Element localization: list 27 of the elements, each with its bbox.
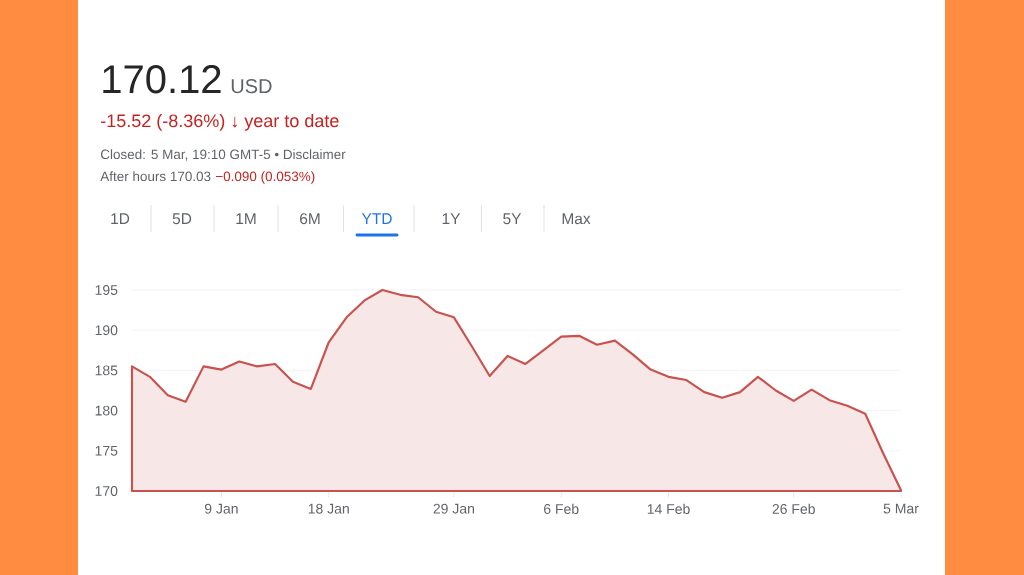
text: 6M bbox=[300, 213, 320, 225]
x-tick-label: 5 Mar bbox=[883, 503, 919, 514]
x-tick-label: 14 Feb bbox=[647, 503, 690, 514]
text: Closed: 5 Mar, 19:10 GMT-5 • Disclaimer bbox=[100, 149, 346, 161]
y-tick-label: 170 bbox=[95, 486, 118, 496]
x-tick-label: 18 Jan bbox=[308, 503, 349, 514]
x-tick-label: 9 Jan bbox=[204, 503, 238, 514]
text: 1M bbox=[236, 213, 256, 224]
x-tick-label: 29 Jan bbox=[433, 503, 475, 514]
x-tick-label: 6 Feb bbox=[544, 503, 579, 514]
text: 5D bbox=[172, 213, 192, 225]
text: Max bbox=[562, 213, 591, 225]
text: 1D bbox=[111, 213, 130, 224]
y-tick-label: 190 bbox=[95, 325, 118, 336]
text: YTD bbox=[361, 213, 392, 224]
text: USD bbox=[231, 79, 272, 94]
y-tick-label: 185 bbox=[95, 365, 118, 376]
y-tick-label: 195 bbox=[95, 285, 118, 295]
chart-subtitle: -15.52 (-8.36%) ↓ year to date bbox=[101, 113, 339, 131]
text: 5Y bbox=[503, 213, 522, 225]
text: After hours 170.03 bbox=[100, 171, 211, 182]
x-tick-label: 26 Feb bbox=[772, 503, 815, 514]
chart-title: 170.12 bbox=[103, 65, 221, 94]
text: −0.090 (0.053%) bbox=[215, 171, 315, 184]
y-tick-label: 180 bbox=[95, 405, 118, 416]
text: 1Y bbox=[442, 213, 461, 224]
y-tick-label: 175 bbox=[95, 445, 118, 456]
